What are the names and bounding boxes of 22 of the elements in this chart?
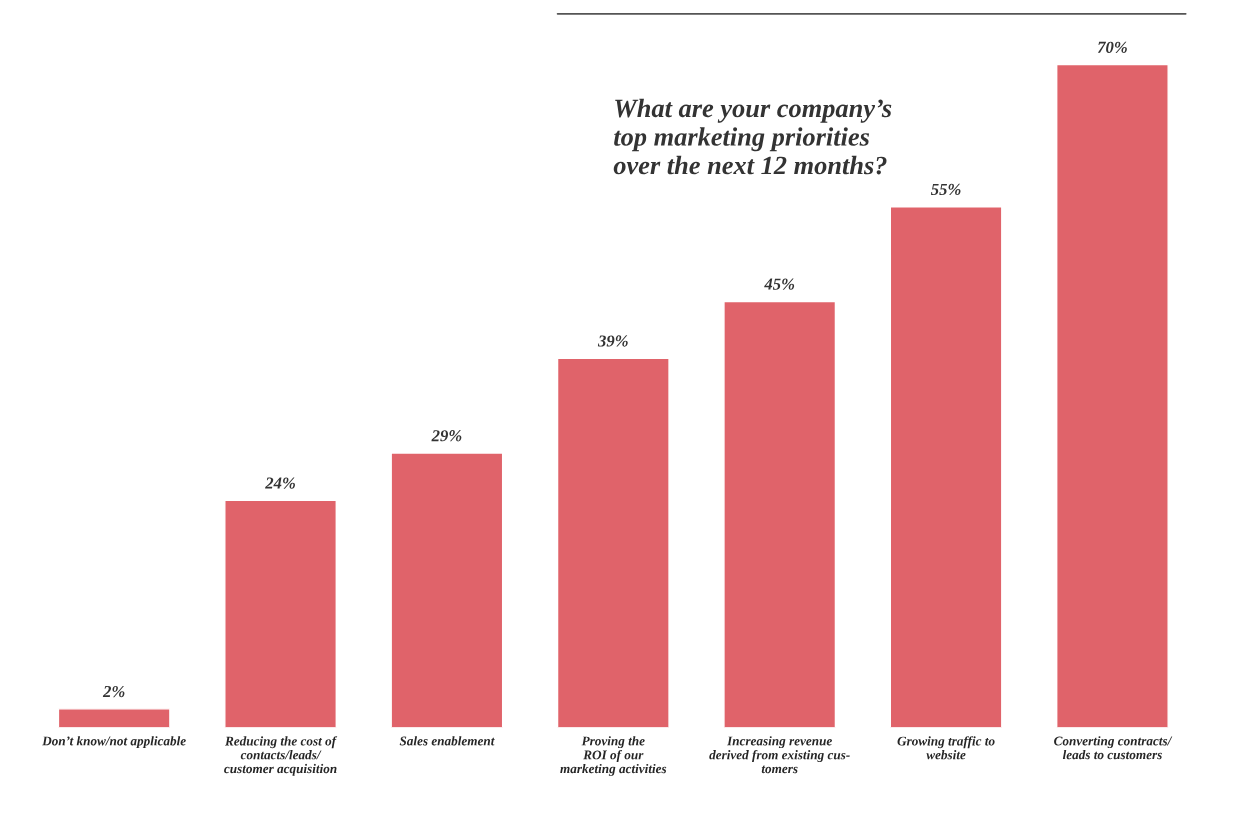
bar bbox=[390, 452, 504, 728]
text: What are your company’s top marketing priorities over the next 12 months? bbox=[613, 98, 892, 175]
bar bbox=[57, 708, 171, 728]
x-tick-label: Don’t know/not applicable bbox=[42, 736, 186, 749]
data-label: 24% bbox=[265, 477, 295, 489]
bar bbox=[1056, 63, 1169, 728]
data-label: 29% bbox=[431, 430, 462, 442]
data-label: 2% bbox=[102, 685, 125, 698]
data-label: 70% bbox=[1097, 41, 1127, 53]
bar bbox=[224, 499, 337, 728]
bar bbox=[723, 300, 837, 728]
x-tick-label: Proving the ROI of our marketing activities bbox=[560, 736, 667, 776]
data-label: 55% bbox=[930, 183, 961, 196]
x-tick-label: Increasing revenue derived from existing cus- tomers bbox=[709, 736, 850, 774]
x-tick-label: Reducing the cost of contacts/leads/ customer acquisition bbox=[224, 736, 338, 776]
x-tick-label: Converting contracts/ leads to customers bbox=[1054, 736, 1173, 760]
bar bbox=[556, 357, 670, 728]
x-tick-label: Sales enablement bbox=[399, 736, 495, 746]
bar bbox=[889, 206, 1003, 728]
x-tick-label: Growing traffic to website bbox=[897, 736, 995, 760]
data-label: 39% bbox=[597, 335, 628, 347]
data-label: 45% bbox=[764, 278, 795, 290]
